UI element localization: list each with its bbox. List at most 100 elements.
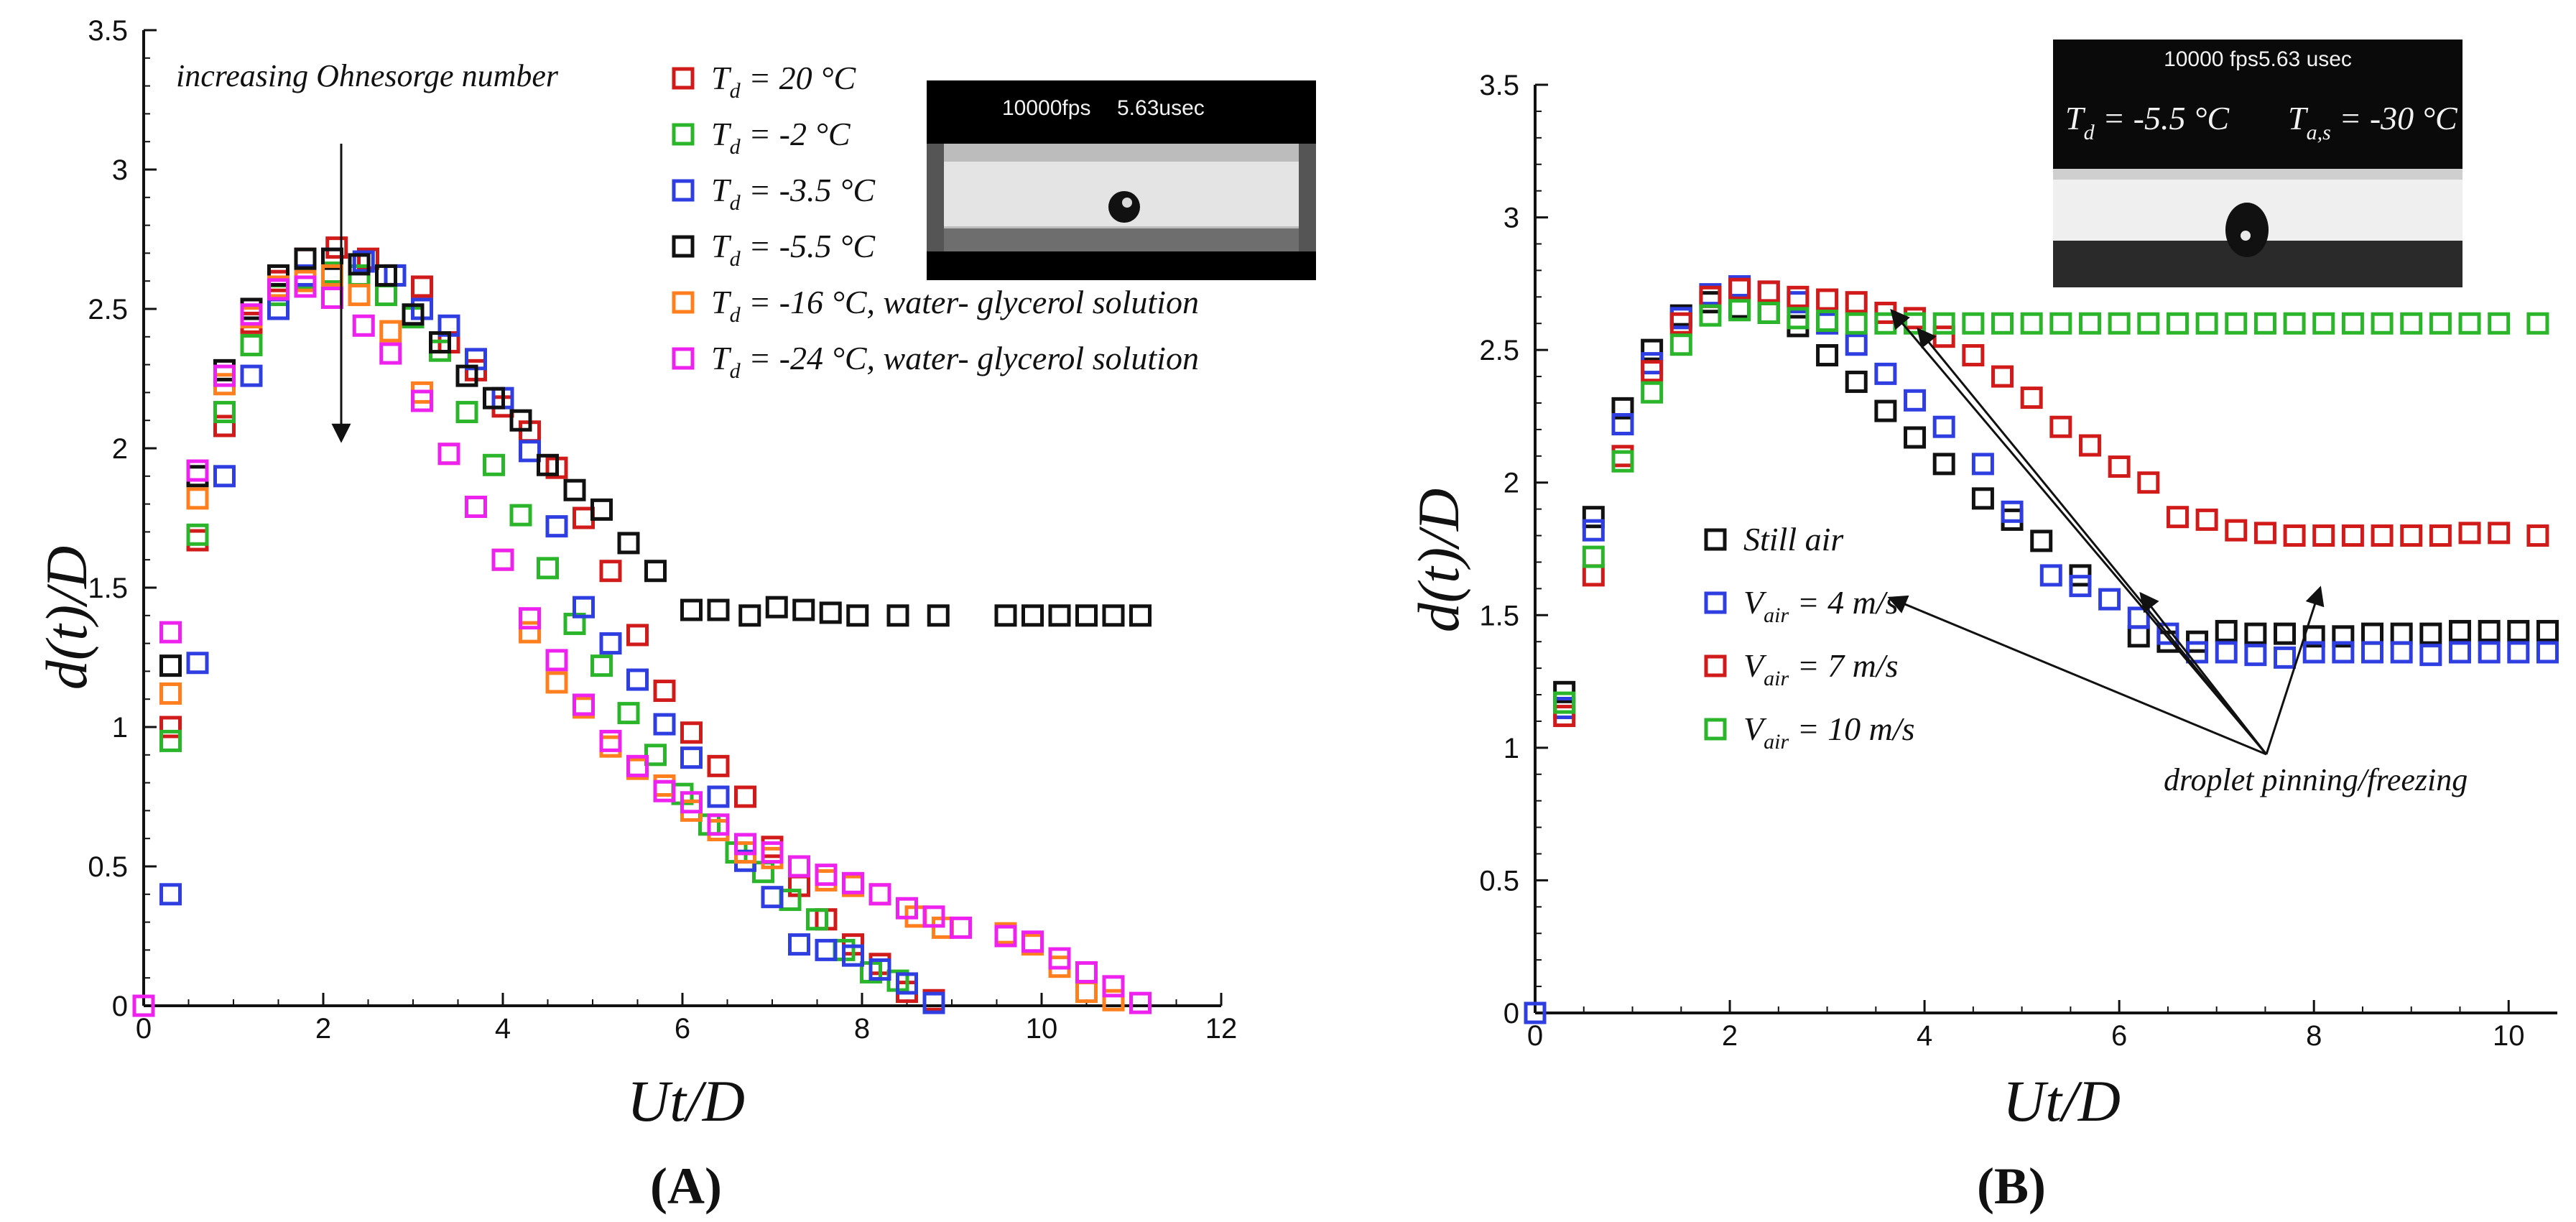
panel-a-point-series-5 (321, 286, 343, 309)
panel-b-point-series-0 (1971, 487, 1994, 510)
panel-b-point-series-3 (2020, 312, 2043, 335)
panel-b-point-series-3 (2137, 312, 2160, 335)
panel-b-point-series-3 (2225, 312, 2248, 335)
panel-a-point-series-4 (1102, 989, 1125, 1012)
panel-a-point-series-3 (1021, 604, 1044, 627)
panel-a-legend-label: Td = -24 °C, water- glycerol solution (711, 340, 1199, 383)
panel-a-point-series-4 (1075, 981, 1098, 1004)
panel-a-ylabel: d(t)/D (34, 546, 99, 690)
panel-b-inset-photo: 10000 fps5.63 usec Td = -5.5 °C Ta,s = -… (2053, 40, 2463, 287)
panel-a-y-tick-label: 0.5 (88, 851, 128, 883)
panel-a-point-series-4 (545, 671, 568, 694)
panel-a-point-series-3 (1102, 604, 1125, 627)
panel-a-point-series-1 (806, 908, 828, 931)
panel-a-legend-item: Td = 20 °C (672, 60, 857, 103)
panel-a-x-tick-label: 4 (495, 1013, 511, 1045)
panel-a-point-series-0 (653, 680, 676, 703)
panel-b-point-series-3 (2341, 312, 2364, 335)
panel-b-point-series-3 (2253, 312, 2276, 335)
panel-b-point-series-2 (2400, 524, 2423, 547)
panel-b-point-series-3 (1932, 312, 1955, 335)
panel-a-point-series-1 (240, 333, 263, 356)
panel-b-y-tick-label: 3 (1504, 203, 1519, 234)
panel-b-x-tick-label: 0 (1527, 1020, 1543, 1052)
panel-b-point-series-2 (1757, 280, 1780, 303)
panel-a-point-series-5 (1129, 991, 1152, 1014)
panel-b-point-series-2 (1641, 360, 1664, 383)
panel-a-y-tick-label: 1.5 (88, 573, 128, 604)
panel-a-point-series-1 (590, 654, 613, 677)
panel-a-point-series-2 (788, 933, 810, 956)
panel-b-point-series-0 (2215, 619, 2238, 642)
panel-a-point-series-3 (846, 604, 869, 627)
panel-a-point-series-0 (213, 415, 236, 438)
panel-a-point-series-5 (519, 607, 541, 630)
panel-a-point-series-2 (159, 883, 182, 906)
panel-b-point-series-1 (2244, 644, 2267, 667)
panel-a-legend-item: Td = -2 °C (672, 116, 851, 159)
panel-a-point-series-1 (375, 284, 397, 307)
panel-a-legend-swatch (672, 347, 695, 370)
panel-b-point-series-1 (2098, 588, 2121, 611)
panel-a-legend-swatch (672, 67, 695, 90)
panel-a-legend-item: Td = -24 °C, water- glycerol solution (672, 340, 1199, 383)
panel-b-point-series-2 (1932, 325, 1955, 348)
panel-a-y-tick-label: 2.5 (88, 294, 128, 325)
panel-b-legend-label: Still air (1743, 521, 1844, 557)
panel-a-point-series-2 (352, 250, 375, 273)
panel-a-y-tick-label: 3.5 (88, 15, 128, 47)
panel-b-point-series-3 (1553, 691, 1576, 714)
panel-b-point-series-2 (2341, 524, 2364, 547)
panel-b-point-series-3 (2049, 312, 2072, 335)
panel-a-point-series-5 (267, 278, 289, 301)
panel-b-point-series-2 (1904, 307, 1927, 330)
panel-b-axes: 0 2 4 6 8 10 0 0.5 1 1.5 2 2.5 3 3.5 (1479, 70, 2557, 1052)
panel-a-x-tick-label: 0 (136, 1013, 152, 1045)
panel-b-point-series-2 (2253, 522, 2276, 545)
panel-b-point-series-1 (2390, 641, 2413, 664)
panel-b-point-series-2 (1582, 564, 1605, 587)
panel-b-y-tick-label: 1.5 (1479, 600, 1519, 631)
panel-a-point-series-3 (402, 303, 425, 326)
panel-a-point-series-2 (680, 746, 703, 769)
panel-a-point-series-3 (765, 596, 788, 619)
panel-a-point-series-4 (653, 774, 676, 797)
panel-a-point-series-0 (761, 836, 784, 858)
panel-a-x-tick-label: 6 (675, 1013, 690, 1045)
panel-b-point-series-0 (2507, 619, 2530, 642)
panel-a-legend: Td = 20 °C Td = -2 °C Td = -3.5 °C Td = -5.… (672, 60, 1199, 383)
panel-b-point-series-2 (1962, 344, 1985, 367)
panel-b-point-series-1 (1757, 280, 1780, 303)
panel-a-point-series-2 (707, 785, 730, 808)
panel-b-legend-item: Still air (1704, 521, 1844, 557)
panel-a-point-series-5 (761, 841, 784, 864)
panel-a-y-tick-label: 3 (112, 154, 128, 186)
panel-a-xlabel: Ut/D (627, 1068, 745, 1134)
panel-a-legend-swatch (672, 235, 695, 258)
panel-b-point-series-2 (2371, 524, 2394, 547)
panel-a-point-series-5 (186, 459, 209, 482)
panel-a-point-series-5 (707, 813, 730, 836)
panel-a-point-series-2 (922, 991, 945, 1014)
panel-b-point-series-2 (2526, 524, 2549, 547)
panel-b-point-series-1 (2478, 641, 2501, 664)
panel-b-point-series-3 (2371, 312, 2394, 335)
annotation-ohnesorge: increasing Ohnesorge number (176, 58, 559, 93)
panel-a-point-series-2 (842, 944, 864, 967)
panel-a-point-series-0 (159, 716, 182, 739)
panel-a-point-series-5 (1102, 975, 1125, 998)
panel-a-point-series-3 (644, 560, 667, 583)
panel-b-y-tick-label: 0.5 (1479, 865, 1519, 897)
panel-a-x-tick-label: 10 (1026, 1013, 1058, 1045)
panel-b: 0 2 4 6 8 10 0 0.5 1 1.5 2 2.5 3 3.5 10000 fps5.63 us… (1406, 40, 2559, 1215)
panel-b-xlabel: Ut/D (2003, 1068, 2121, 1134)
panel-b-point-series-3 (1728, 299, 1751, 322)
panel-a-point-series-5 (213, 364, 236, 387)
panel-a-point-series-2 (519, 440, 541, 463)
panel-b-point-series-3 (1582, 545, 1605, 568)
panel-b-point-series-0 (1874, 399, 1897, 422)
panel-a-y-tick-label: 2 (112, 433, 128, 465)
panel-a-point-series-0 (573, 506, 595, 529)
panel-a-point-series-3 (429, 331, 451, 354)
panel-a-point-series-5 (465, 495, 487, 518)
